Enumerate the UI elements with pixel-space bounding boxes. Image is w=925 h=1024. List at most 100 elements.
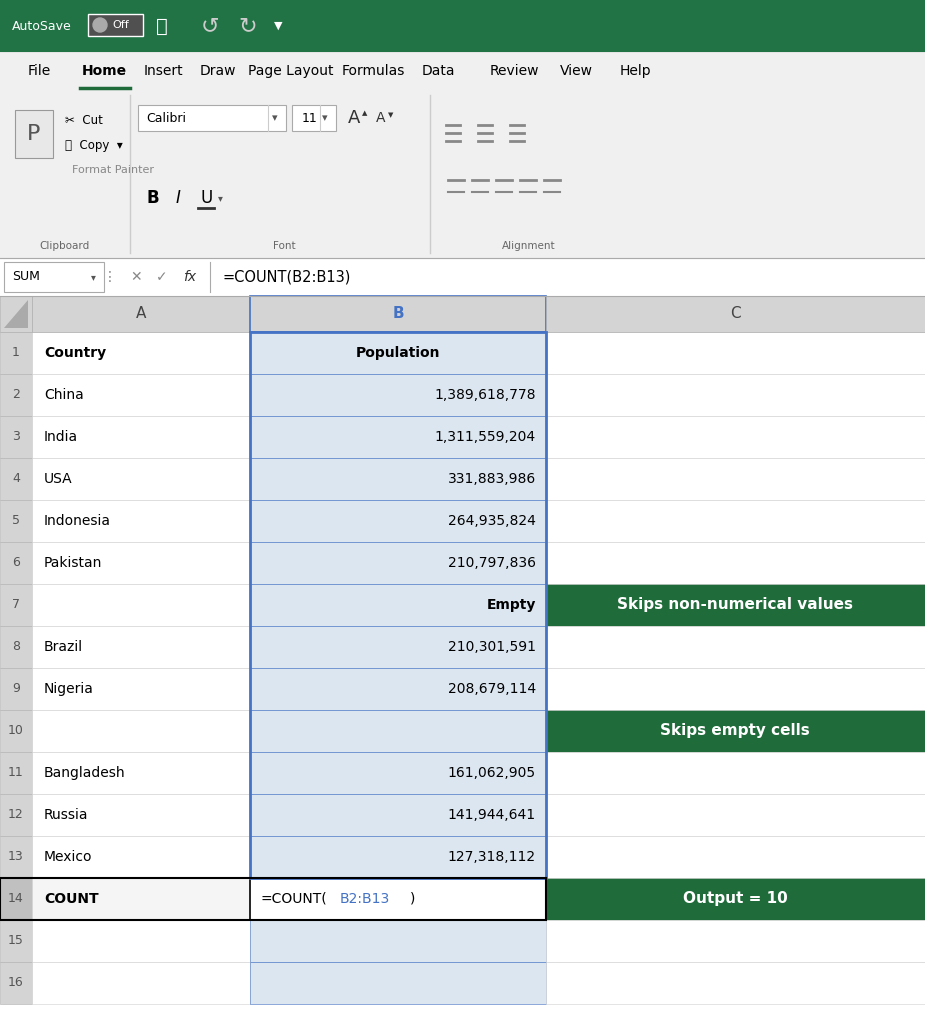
Text: ↺: ↺ xyxy=(201,16,219,36)
Bar xyxy=(32,710,250,752)
Bar xyxy=(88,14,143,36)
Bar xyxy=(250,542,546,584)
Bar xyxy=(0,0,925,52)
Bar xyxy=(546,584,925,626)
Bar xyxy=(546,458,925,500)
Text: U: U xyxy=(200,189,212,207)
Text: Format Painter: Format Painter xyxy=(65,165,154,175)
Text: =COUNT(: =COUNT( xyxy=(260,892,327,906)
Bar xyxy=(0,258,925,296)
Bar xyxy=(546,500,925,542)
Bar xyxy=(546,668,925,710)
Text: Off: Off xyxy=(112,20,129,30)
Text: 210,797,836: 210,797,836 xyxy=(448,556,536,570)
Bar xyxy=(250,584,546,626)
Text: ↻: ↻ xyxy=(239,16,257,36)
Bar xyxy=(250,794,546,836)
Text: Home: Home xyxy=(82,63,127,78)
Text: A: A xyxy=(348,109,361,127)
Text: ✂  Cut: ✂ Cut xyxy=(65,114,103,127)
Bar xyxy=(32,962,250,1004)
Text: USA: USA xyxy=(44,472,73,486)
Text: ⋮: ⋮ xyxy=(103,270,117,284)
Bar xyxy=(546,794,925,836)
Text: ▲: ▲ xyxy=(362,110,367,116)
Bar xyxy=(0,542,32,584)
Bar xyxy=(546,752,925,794)
Bar xyxy=(0,710,32,752)
Text: ✓: ✓ xyxy=(156,270,167,284)
Bar xyxy=(0,500,32,542)
Bar xyxy=(32,836,250,878)
Bar xyxy=(0,878,546,920)
Text: Draw: Draw xyxy=(200,63,237,78)
Bar xyxy=(0,878,32,920)
Bar xyxy=(32,296,250,332)
Text: 12: 12 xyxy=(8,809,24,821)
Text: Font: Font xyxy=(273,241,295,251)
Text: 11: 11 xyxy=(8,767,24,779)
Text: fx: fx xyxy=(183,270,196,284)
Bar xyxy=(546,878,925,920)
Text: 5: 5 xyxy=(12,514,20,527)
Bar xyxy=(546,542,925,584)
Text: ▾: ▾ xyxy=(218,193,223,203)
Text: Indonesia: Indonesia xyxy=(44,514,111,528)
Text: Page Layout: Page Layout xyxy=(248,63,334,78)
Text: 14: 14 xyxy=(8,893,24,905)
Bar xyxy=(250,962,546,1004)
Text: Skips empty cells: Skips empty cells xyxy=(660,724,810,738)
Text: Data: Data xyxy=(422,63,455,78)
Text: 15: 15 xyxy=(8,935,24,947)
Text: 210,301,591: 210,301,591 xyxy=(448,640,536,654)
Text: 331,883,986: 331,883,986 xyxy=(448,472,536,486)
Bar xyxy=(250,710,546,752)
Bar xyxy=(250,668,546,710)
Bar xyxy=(250,374,546,416)
Bar xyxy=(0,752,32,794)
Text: C: C xyxy=(730,306,740,322)
Text: Nigeria: Nigeria xyxy=(44,682,93,696)
Text: ▼: ▼ xyxy=(388,112,393,118)
Bar xyxy=(0,626,32,668)
Bar xyxy=(32,584,250,626)
Text: 13: 13 xyxy=(8,851,24,863)
Text: SUM: SUM xyxy=(12,270,40,284)
Text: 3: 3 xyxy=(12,430,20,443)
Text: ▾: ▾ xyxy=(272,113,278,123)
Bar xyxy=(250,836,546,878)
Text: COUNT: COUNT xyxy=(44,892,99,906)
Bar xyxy=(0,296,32,332)
Bar xyxy=(32,878,250,920)
Bar xyxy=(546,374,925,416)
Bar xyxy=(250,332,546,374)
Text: Mexico: Mexico xyxy=(44,850,92,864)
Text: B: B xyxy=(392,306,404,322)
Bar xyxy=(0,794,32,836)
Bar xyxy=(250,878,546,920)
Text: 11: 11 xyxy=(302,112,318,125)
Bar xyxy=(250,626,546,668)
Text: B: B xyxy=(146,189,158,207)
Text: B2:B13: B2:B13 xyxy=(340,892,390,906)
Text: Formulas: Formulas xyxy=(342,63,405,78)
Bar xyxy=(0,668,32,710)
Text: 10: 10 xyxy=(8,725,24,737)
Text: 264,935,824: 264,935,824 xyxy=(448,514,536,528)
Text: P: P xyxy=(28,124,41,144)
Text: ▾: ▾ xyxy=(92,272,96,282)
Text: 4: 4 xyxy=(12,472,20,485)
Bar xyxy=(32,668,250,710)
Text: 161,062,905: 161,062,905 xyxy=(448,766,536,780)
Text: Bangladesh: Bangladesh xyxy=(44,766,126,780)
Bar xyxy=(32,920,250,962)
Text: 1: 1 xyxy=(12,346,20,359)
Bar xyxy=(0,416,32,458)
Bar xyxy=(546,962,925,1004)
Bar xyxy=(546,836,925,878)
Bar xyxy=(250,500,546,542)
Text: ⧉  Copy  ▾: ⧉ Copy ▾ xyxy=(65,138,123,152)
Bar xyxy=(250,296,546,332)
Text: 127,318,112: 127,318,112 xyxy=(448,850,536,864)
Text: China: China xyxy=(44,388,84,402)
